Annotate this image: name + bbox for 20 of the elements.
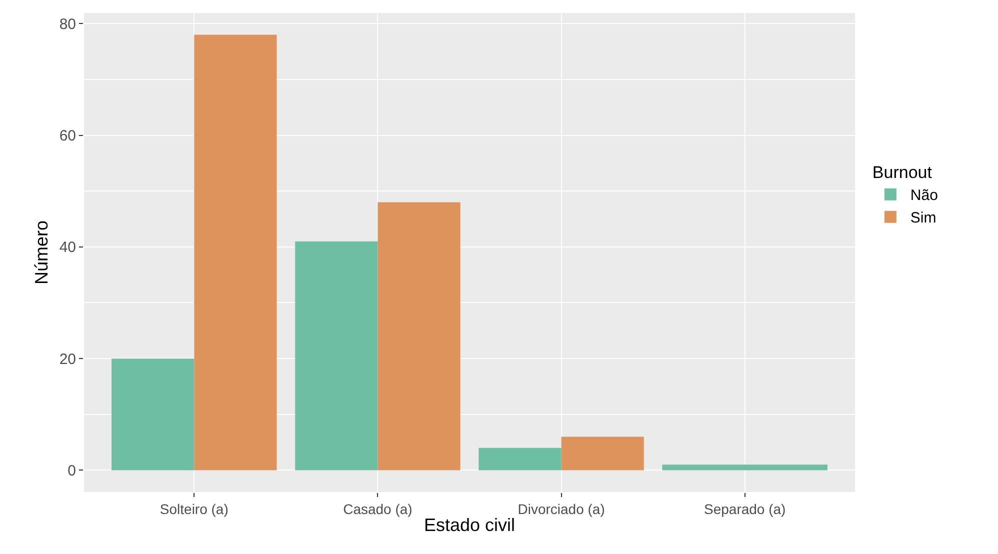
x-axis-title: Estado civil: [424, 514, 516, 535]
x-tick-label: Divorciado (a): [518, 500, 605, 517]
bar: [112, 358, 194, 470]
legend-title: Burnout: [872, 163, 932, 182]
x-tick-label: Solteiro (a): [160, 500, 228, 517]
x-tick-label: Casado (a): [343, 500, 412, 517]
y-tick-label: 20: [59, 350, 76, 368]
legend-label: Não: [910, 187, 938, 204]
y-axis-title: Número: [32, 220, 52, 285]
bar: [561, 436, 644, 470]
bar: [378, 202, 460, 470]
x-tick-label: Separado (a): [704, 500, 786, 517]
bar: [194, 34, 277, 470]
legend-label: Sim: [910, 210, 936, 227]
y-tick-label: 80: [59, 16, 76, 33]
bar: [295, 241, 378, 470]
y-tick-label: 60: [59, 128, 76, 145]
y-tick-label: 0: [68, 462, 76, 480]
bar: [478, 448, 562, 470]
y-tick-label: 40: [59, 239, 76, 256]
